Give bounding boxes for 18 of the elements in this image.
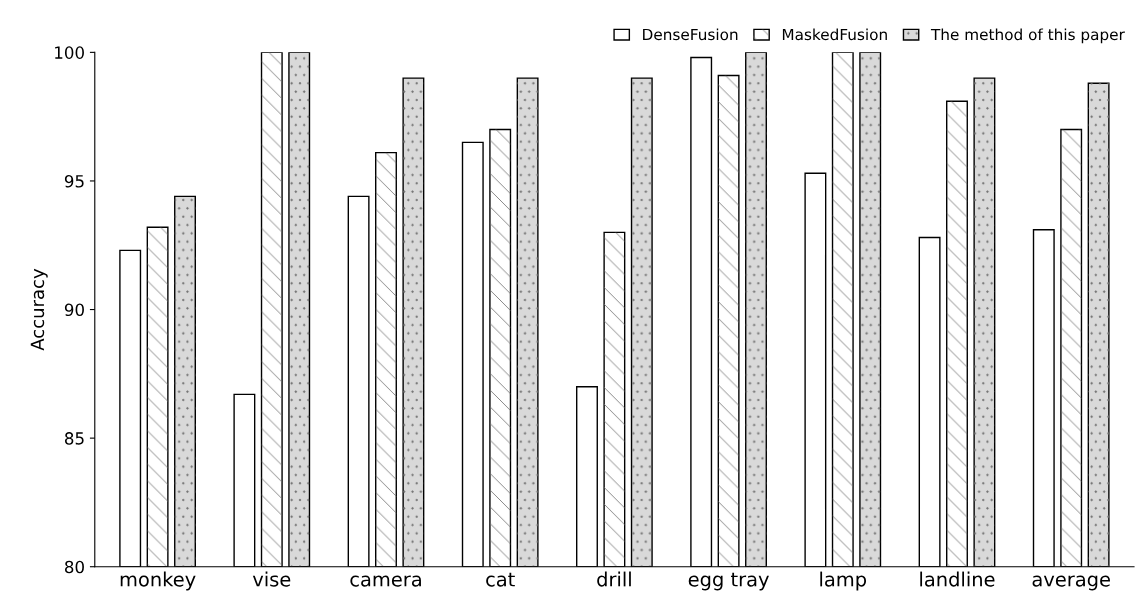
y-tick-label: 80 (64, 560, 84, 574)
x-tick-label: cat (486, 572, 515, 587)
x-tick-label: egg tray (688, 572, 769, 591)
y-tick-label: 95 (64, 174, 84, 188)
y-tick-label: 100 (55, 46, 84, 59)
legend-label: The method of this paper (930, 28, 1125, 44)
x-tick-label: monkey (120, 571, 196, 591)
x-tick-label: vise (252, 571, 291, 587)
y-tick-label: 85 (64, 432, 84, 445)
x-tick-label: landline (920, 571, 995, 587)
y-axis-title: Accuracy (30, 268, 48, 351)
x-tick-label: average (1032, 575, 1110, 591)
legend-label: DenseFusion (643, 28, 738, 41)
x-tick-label: camera (350, 575, 421, 587)
y-tick-label: 90 (64, 303, 84, 317)
x-tick-label: drill (597, 571, 631, 587)
x-tick-label: lamp (820, 571, 867, 591)
legend-label: MaskedFusion (782, 28, 887, 41)
